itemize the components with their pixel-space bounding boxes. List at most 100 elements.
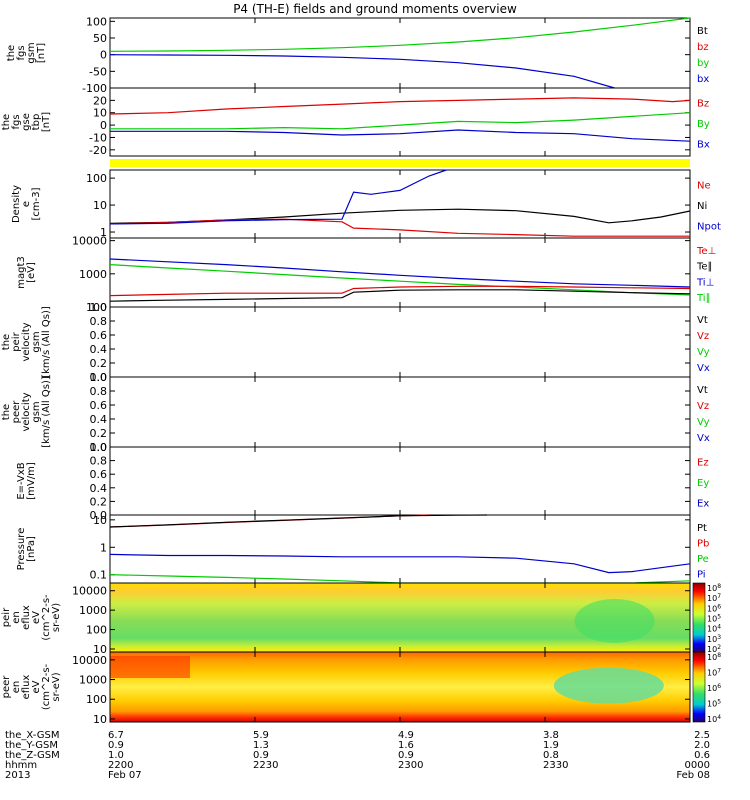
separator-band	[110, 159, 690, 167]
x-row-value: 2.0	[694, 740, 710, 751]
legend-label: Bz	[697, 98, 709, 109]
x-row-value: 5.9	[253, 730, 269, 741]
colorbar-tick-label: 104	[707, 624, 721, 634]
panels-group: 100500-50-100thefgsgsm[nT]Btbzbybx20100-…	[0, 15, 721, 726]
legend-label: Te⊥	[696, 246, 716, 257]
x-row-value: 0000	[685, 760, 710, 771]
heatmap-green-patch	[553, 667, 664, 704]
y-tick-label: -20	[89, 144, 107, 157]
series-line-bx	[109, 54, 615, 89]
panel-frame	[109, 306, 691, 378]
legend-label: Vx	[697, 433, 710, 444]
panel-frame	[109, 514, 691, 584]
x-row-label: the_X-GSM	[5, 730, 59, 741]
y-tick-label: 0.0	[90, 441, 108, 454]
y-tick-label: 100	[86, 301, 107, 314]
colorbar-tick-label: 108	[707, 652, 721, 662]
panel-temperature: 10000 1000 100 magt3[eV] Te⊥ Te∥ Ti⊥ Ti∥	[16, 235, 716, 314]
legend-label: By	[697, 119, 710, 130]
y-tick-label: 10	[93, 643, 107, 656]
colorbar-tick-label: 105	[707, 699, 721, 709]
legend-label: Ez	[697, 457, 709, 468]
series-line-Pt	[109, 514, 488, 528]
y-tick-label: 0.0	[90, 371, 108, 384]
legend-label: Ti⊥	[696, 277, 714, 288]
panel-fgs_gsm: 100 50 0 -50 -100 thefgsgsm[nT] Bt bz by bx	[6, 15, 709, 95]
y-tick-label: 0.8	[90, 385, 108, 398]
x-row-value: 0.9	[398, 750, 414, 761]
y-tick-label: 0.8	[90, 455, 108, 468]
legend-label: Vt	[697, 315, 708, 326]
y-tick-label: 10000	[72, 654, 107, 667]
legend-label: Pe	[697, 554, 709, 565]
y-tick-label: 10000	[72, 585, 107, 598]
y-tick-label: 0.8	[90, 315, 108, 328]
series-line-Te⊥	[109, 285, 691, 297]
legend-label: Vy	[697, 347, 710, 358]
y-axis-label: thepeirvelocitygsm[km/s (All Qs)]	[1, 306, 52, 378]
legend-label: bx	[697, 74, 709, 85]
y-tick-label: 0.4	[90, 413, 108, 426]
y-tick-label: 0.0	[90, 509, 108, 522]
x-row-value: 0.6	[694, 750, 710, 761]
panel-frame	[109, 446, 691, 516]
x-row-value: Feb 08	[676, 770, 710, 781]
series-line-Bx	[110, 129, 691, 142]
x-row-value: 6.7	[108, 730, 124, 741]
colorbar-tick-label: 102	[707, 644, 721, 654]
legend-label: Npot	[697, 222, 721, 233]
y-tick-label: 0.2	[90, 427, 108, 440]
legend-label: Ey	[697, 478, 709, 489]
x-row-label: 2013	[5, 770, 30, 781]
y-tick-label: 0.6	[90, 399, 108, 412]
series-line-Bz	[109, 97, 691, 115]
y-tick-label: 0.2	[90, 357, 108, 370]
y-axis-label: Densitye[cm-3]	[11, 185, 42, 223]
panel-pressure: 10 1 0.1 Pressure[nPa] Pt Pb Pe Pi	[16, 514, 709, 584]
y-tick-label: 0.6	[90, 468, 108, 481]
y-tick-label: 0.6	[90, 329, 108, 342]
legend-label: Ti∥	[696, 293, 711, 304]
y-tick-label: 0.4	[90, 343, 108, 356]
y-axis-label: magt3[eV]	[16, 256, 37, 289]
y-tick-label: 20	[93, 94, 107, 107]
y-tick-label: 0.2	[90, 495, 108, 508]
panel-frame	[109, 376, 691, 448]
y-tick-label: 1.0	[90, 301, 108, 314]
y-tick-label: -10	[89, 131, 107, 144]
y-tick-label: 100	[86, 693, 107, 706]
y-tick-label: 1.0	[90, 371, 108, 384]
legend-label: Vt	[697, 385, 708, 396]
legend-label: by	[697, 58, 709, 69]
y-axis-label: thefgsgsm[nT]	[6, 42, 47, 63]
y-tick-label: 50	[93, 32, 107, 45]
panel-peer_velocity: 1.00.80.60.40.20.0thepeervelocitygsm[km/…	[1, 371, 710, 454]
series-line-By	[110, 112, 691, 130]
x-row-value: 0.9	[253, 750, 269, 761]
colorbar-tick-label: 106	[707, 603, 721, 613]
colorbar-tick-label: 107	[707, 668, 721, 678]
panel-frame	[109, 237, 691, 308]
y-axis-label: thepeervelocitygsm[km/s (All Qs)]	[1, 376, 52, 448]
x-row-value: 2.5	[694, 730, 710, 741]
y-tick-label: 0	[100, 49, 107, 62]
colorbar-tick-label: 108	[707, 583, 721, 593]
colorbar-tick-label: 106	[707, 683, 721, 693]
x-row-value: 3.8	[543, 730, 559, 741]
legend-label: Pi	[697, 569, 706, 580]
panel-density: 100 10 1 Densitye[cm-3] Ne Ni Npot	[11, 169, 721, 239]
colorbar-tick-label: 104	[707, 714, 721, 724]
y-tick-label: 10	[93, 199, 107, 212]
colorbar-tick-label: 107	[707, 593, 721, 603]
series-line-Ne	[109, 218, 690, 237]
y-tick-label: 1.0	[90, 441, 108, 454]
legend-label: Pb	[697, 538, 709, 549]
legend-label: Ne	[697, 180, 711, 191]
x-row-value: 4.9	[398, 730, 414, 741]
panel-peir_velocity: 1.00.80.60.40.20.0thepeirvelocitygsm[km/…	[1, 301, 710, 384]
y-tick-label: 100	[86, 15, 107, 28]
y-tick-label: 100	[86, 624, 107, 637]
